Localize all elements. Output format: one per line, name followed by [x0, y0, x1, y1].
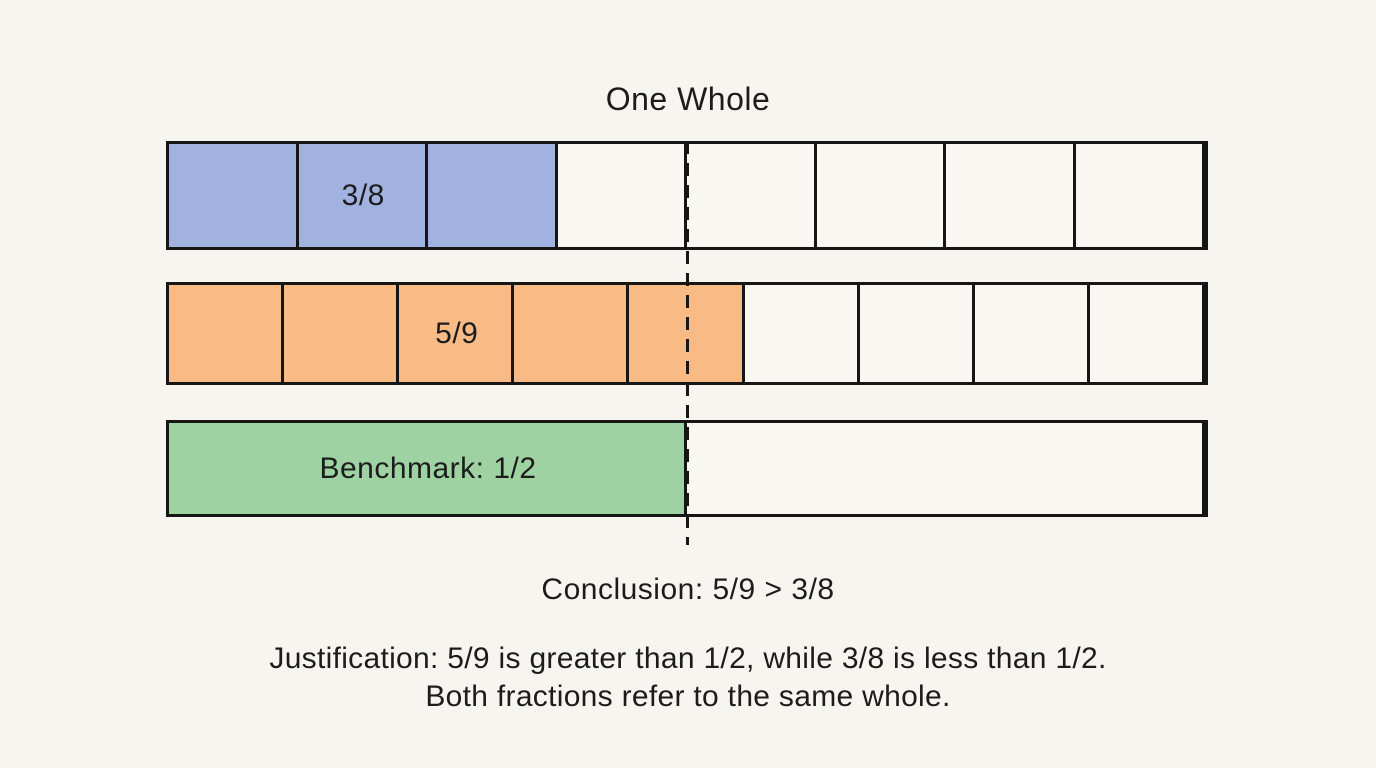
bar-segment [1090, 285, 1205, 382]
bar-segment [399, 285, 515, 382]
bar-segment [169, 144, 299, 247]
bar-segment [169, 423, 687, 514]
bar-segment [687, 144, 817, 247]
bar-segment [817, 144, 946, 247]
bar-label: Benchmark: 1/2 [319, 451, 537, 485]
conclusion-text: Conclusion: 5/9 > 3/8 [541, 573, 835, 606]
bar-label: 3/8 [341, 178, 385, 212]
bar-label: 5/9 [435, 316, 479, 350]
bar-segment [1076, 144, 1205, 247]
bar-segment [284, 285, 400, 382]
diagram-title: One Whole [605, 81, 771, 117]
justification-line-1: Justification: 5/9 is greater than 1/2, … [269, 642, 1107, 675]
bar-segment [169, 285, 285, 382]
bar-segment [558, 144, 687, 247]
bar-segment [514, 285, 630, 382]
bar-segment [975, 285, 1090, 382]
bar-segment [946, 144, 1076, 247]
bar-segment [298, 144, 428, 247]
bar-segment [687, 423, 1205, 514]
justification-text: Justification: 5/9 is greater than 1/2, … [0, 640, 1376, 716]
justification-line-2: Both fractions refer to the same whole. [425, 680, 951, 713]
bar-segment [860, 285, 975, 382]
bar-segment [428, 144, 558, 247]
bar-segment [745, 285, 860, 382]
benchmark-dashed-line [686, 141, 689, 545]
